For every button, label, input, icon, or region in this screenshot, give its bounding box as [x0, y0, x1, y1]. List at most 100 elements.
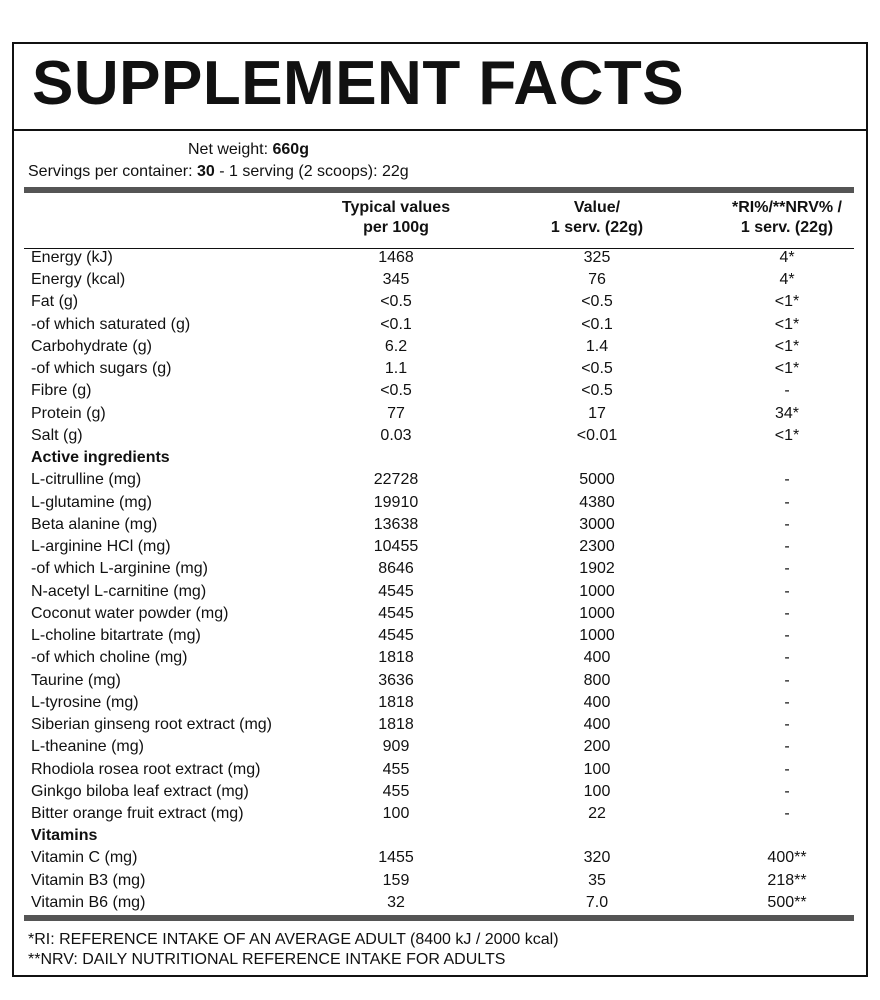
cell-value: <0.5	[581, 360, 613, 378]
column-header: Value/1 serv. (22g)	[551, 198, 643, 238]
cell-value: -	[784, 671, 790, 689]
row-label: Bitter orange fruit extract (mg)	[31, 805, 244, 822]
cell-value: 6.2	[384, 337, 408, 355]
cell-value: 400	[583, 716, 611, 734]
cell-value: 500**	[767, 893, 807, 911]
net-weight-value: 660g	[272, 141, 309, 158]
column-header: *RI%/**NRV% / 1 serv. (22g)	[732, 198, 842, 238]
cell-value: 1.4	[585, 337, 609, 355]
cell-value: 400**	[767, 849, 807, 867]
row-label: Carbohydrate (g)	[31, 337, 152, 355]
cell-value: <1*	[774, 315, 800, 333]
cell-value: 3000	[579, 515, 615, 533]
cell-value: -	[784, 738, 790, 756]
cell-value: 4545	[378, 604, 414, 622]
cell-value: -	[784, 760, 790, 778]
cell-value: 325	[583, 249, 611, 266]
thick-rule	[24, 187, 854, 193]
title: SUPPLEMENT FACTS	[32, 49, 685, 118]
cell-value: -	[784, 493, 790, 511]
header-rule	[24, 248, 854, 249]
row-label: Salt (g)	[31, 426, 83, 444]
servings-label: Servings per container:	[28, 163, 193, 180]
cell-value: 400	[583, 693, 611, 711]
cell-value: <0.5	[581, 293, 613, 311]
column-header-line: Value/	[573, 199, 621, 216]
cell-value: 909	[382, 738, 410, 756]
cell-value: 455	[382, 782, 410, 800]
row-label: L-theanine (mg)	[31, 738, 144, 756]
cell-value: 4545	[378, 627, 414, 645]
row-label: Vitamin B6 (mg)	[31, 893, 146, 911]
row-label: Protein (g)	[31, 404, 106, 422]
cell-value: <0.5	[581, 382, 613, 400]
row-label: Rhodiola rosea root extract (mg)	[31, 760, 261, 778]
cell-value: 17	[588, 404, 606, 422]
row-label: L-choline bitartrate (mg)	[31, 627, 201, 645]
cell-value: 4*	[779, 271, 795, 289]
cell-value: 1000	[579, 604, 615, 622]
row-label: L-tyrosine (mg)	[31, 693, 139, 711]
row-label: Coconut water powder (mg)	[31, 604, 229, 622]
cell-value: -	[784, 627, 790, 645]
footnote: *RI: REFERENCE INTAKE OF AN AVERAGE ADUL…	[28, 931, 559, 948]
frame	[12, 42, 868, 977]
cell-value: <0.01	[576, 426, 618, 444]
column-header: Typical values per 100g	[342, 198, 450, 238]
cell-value: <1*	[774, 293, 800, 311]
row-label: Fibre (g)	[31, 382, 92, 400]
cell-value: 35	[588, 871, 606, 889]
cell-value: 4545	[378, 582, 414, 600]
cell-value: -	[784, 782, 790, 800]
row-label: Vitamin B3 (mg)	[31, 871, 146, 889]
row-label: Beta alanine (mg)	[31, 515, 158, 533]
cell-value: 19910	[373, 493, 419, 511]
cell-value: -	[784, 515, 790, 533]
cell-value: 7.0	[585, 893, 609, 911]
cell-value: -	[784, 560, 790, 578]
cell-value: 800	[583, 671, 611, 689]
cell-value: 77	[387, 404, 405, 422]
cell-value: 400	[583, 649, 611, 667]
footnotes: *RI: REFERENCE INTAKE OF AN AVERAGE ADUL…	[28, 930, 559, 970]
rule	[12, 129, 868, 131]
cell-value: -	[784, 649, 790, 667]
row-label: L-glutamine (mg)	[31, 493, 152, 511]
cell-value: 1.1	[384, 360, 408, 378]
row-label: -of which saturated (g)	[31, 315, 191, 333]
cell-value: 159	[382, 871, 410, 889]
cell-value: 1000	[579, 582, 615, 600]
net-weight: Net weight: 660g	[188, 141, 309, 159]
cell-value: <1*	[774, 426, 800, 444]
cell-value: 455	[382, 760, 410, 778]
row-label: -of which choline (mg)	[31, 649, 188, 667]
row-label: Fat (g)	[31, 293, 79, 311]
cell-value: 76	[588, 271, 606, 289]
cell-value: 1818	[378, 693, 414, 711]
row-label: Energy (kcal)	[31, 271, 126, 289]
cell-value: 4380	[579, 493, 615, 511]
cell-value: 218**	[767, 871, 807, 889]
cell-value: -	[784, 805, 790, 822]
cell-value: 1818	[378, 649, 414, 667]
column-header-line: *RI%/**NRV% /	[732, 199, 842, 216]
servings: Servings per container: 30 - 1 serving (…	[28, 163, 409, 181]
cell-value: 1818	[378, 716, 414, 734]
cell-value: 2300	[579, 538, 615, 556]
section-heading: Active ingredients	[31, 449, 170, 467]
cell-value: 13638	[373, 515, 419, 533]
column-header-line: Typical values	[341, 199, 451, 216]
cell-value: 1468	[378, 249, 414, 266]
cell-value: -	[784, 693, 790, 711]
cell-value: 32	[387, 893, 405, 911]
row-label: Siberian ginseng root extract (mg)	[31, 716, 272, 734]
servings-detail: - 1 serving (2 scoops): 22g	[219, 163, 409, 180]
row-label: -of which sugars (g)	[31, 360, 172, 378]
cell-value: <0.5	[380, 382, 412, 400]
row-label: -of which L-arginine (mg)	[31, 560, 208, 578]
cell-value: <0.1	[581, 315, 613, 333]
cell-value: 1902	[579, 560, 615, 578]
cell-value: <1*	[774, 360, 800, 378]
row-label: N-acetyl L-carnitine (mg)	[31, 582, 207, 600]
section-heading: Vitamins	[31, 827, 98, 845]
